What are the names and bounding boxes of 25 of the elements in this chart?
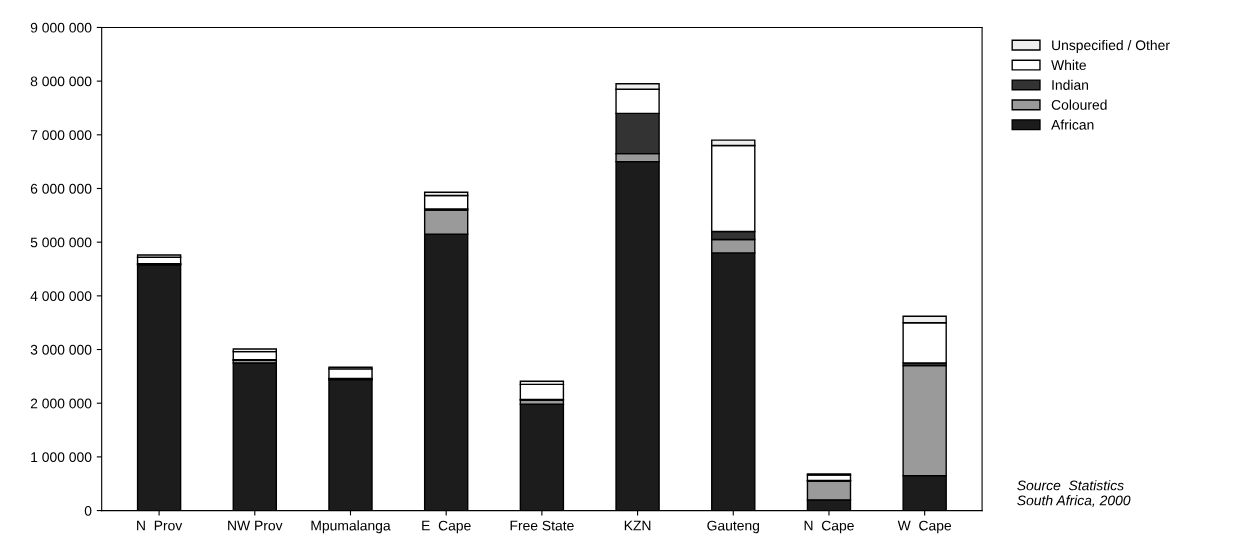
y-tick-label: 2 000 000: [30, 398, 92, 409]
x-tick-label: N Prov: [137, 520, 183, 531]
x-tick-label: NW Prov: [228, 520, 283, 531]
legend-label: Unspecified / Other: [1052, 39, 1170, 53]
y-tick-label: 7 000 000: [30, 130, 92, 140]
y-tick-label: 5 000 000: [30, 237, 92, 248]
x-tick-label: Free State: [510, 520, 574, 531]
y-tick-label: 0: [84, 505, 92, 516]
y-tick-label: 3 000 000: [30, 344, 92, 355]
x-tick-label: Gauteng: [707, 520, 760, 534]
y-tick-label: 1 000 000: [31, 452, 92, 463]
legend-label: African: [1051, 119, 1094, 130]
y-tick-label: 6 000 000: [30, 183, 92, 194]
x-tick-label: E Cape: [422, 520, 471, 534]
y-tick-label: 4 000 000: [30, 291, 92, 302]
x-tick-label: W Cape: [897, 520, 952, 534]
source-note: Source Statistics South Africa, 2000: [1017, 480, 1131, 507]
legend-label: Coloured: [1051, 99, 1107, 110]
legend-label: Indian: [1052, 79, 1089, 90]
x-tick-label: N Cape: [804, 520, 854, 534]
y-tick-label: 9 000 000: [30, 22, 92, 33]
x-tick-label: KZN: [624, 520, 651, 531]
x-tick-label: Mpumalanga: [311, 520, 391, 534]
legend-label: White: [1051, 59, 1086, 71]
y-tick-label: 8 000 000: [30, 76, 92, 87]
